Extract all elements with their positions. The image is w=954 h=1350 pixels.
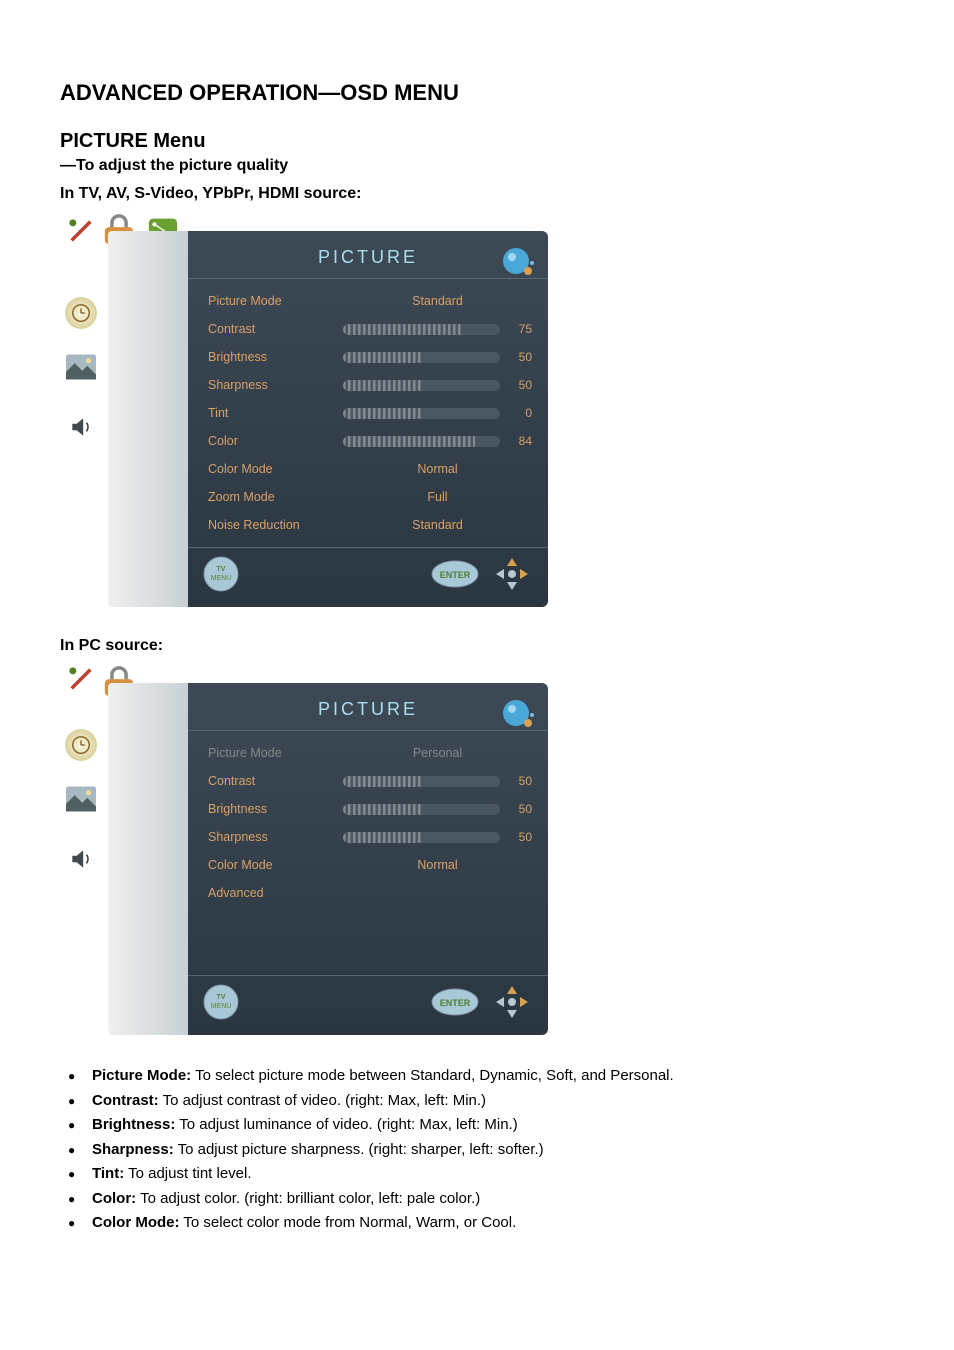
adjust-quality-text: —To adjust the picture quality: [60, 157, 894, 175]
slider-value: 50: [508, 830, 532, 844]
picture-menu-heading: PICTURE Menu: [60, 130, 894, 153]
feature-list: Picture Mode: To select picture mode bet…: [68, 1065, 894, 1235]
slider: [343, 324, 500, 335]
slider: [343, 832, 500, 843]
slider: [343, 352, 500, 363]
menu-value: Normal: [343, 858, 532, 872]
slider-value: 50: [508, 774, 532, 788]
enter-button-icon: ENTER: [430, 559, 480, 594]
menu-label: Zoom Mode: [208, 490, 343, 504]
menu-label: Sharpness: [208, 830, 343, 844]
menu-label: Tint: [208, 406, 343, 420]
bubble-decoration-icon: [498, 695, 536, 733]
svg-text:TV: TV: [217, 566, 226, 573]
slider: [343, 408, 500, 419]
panel-title: PICTURE: [200, 247, 536, 268]
list-item: Tint: To adjust tint level.: [68, 1163, 894, 1186]
enter-button-icon: ENTER: [430, 987, 480, 1022]
menu-label: Color: [208, 434, 343, 448]
svg-text:ENTER: ENTER: [440, 998, 471, 1008]
clock-icon: [65, 297, 97, 329]
list-item: Sharpness: To adjust picture sharpness. …: [68, 1139, 894, 1162]
menu-button-icon: TV MENU: [202, 555, 240, 598]
menu-label: Color Mode: [208, 462, 343, 476]
nav-arrows-icon: [490, 554, 534, 599]
menu-label: Advanced: [208, 886, 343, 900]
menu-value: Standard: [343, 294, 532, 308]
svg-text:MENU: MENU: [211, 1003, 232, 1010]
list-item: Brightness: To adjust luminance of video…: [68, 1114, 894, 1137]
slider: [343, 436, 500, 447]
tools-icon: [65, 215, 97, 247]
nav-arrows-icon: [490, 982, 534, 1027]
list-item: Color Mode: To select color mode from No…: [68, 1212, 894, 1235]
slider: [343, 380, 500, 391]
list-item: Contrast: To adjust contrast of video. (…: [68, 1090, 894, 1113]
menu-items-tv: Picture ModeStandard Contrast75 Brightne…: [188, 287, 548, 543]
slider-value: 50: [508, 378, 532, 392]
svg-text:ENTER: ENTER: [440, 570, 471, 580]
menu-label: Brightness: [208, 350, 343, 364]
list-item: Color: To adjust color. (right: brillian…: [68, 1188, 894, 1211]
bubble-decoration-icon: [498, 243, 536, 281]
menu-items-pc: Picture ModePersonal Contrast 50 Brightne…: [188, 739, 548, 911]
svg-text:TV: TV: [217, 994, 226, 1001]
menu-label: Brightness: [208, 802, 343, 816]
slider-value: 84: [508, 434, 532, 448]
main-heading: ADVANCED OPERATION—OSD MENU: [60, 80, 894, 106]
speaker-icon: [65, 411, 97, 443]
menu-label: Picture Mode: [208, 294, 343, 308]
tv-source-text: In TV, AV, S-Video, YPbPr, HDMI source:: [60, 185, 894, 203]
slider-value: 50: [508, 350, 532, 364]
picture-tab-icon: [65, 351, 97, 383]
tools-icon: [65, 663, 97, 695]
slider-value: 0: [508, 406, 532, 420]
menu-label: Contrast: [208, 774, 343, 788]
slider-value: 50: [508, 802, 532, 816]
menu-label: Color Mode: [208, 858, 343, 872]
menu-label: Picture Mode: [208, 746, 343, 760]
slider-value: 75: [508, 322, 532, 336]
menu-label: Noise Reduction: [208, 518, 343, 532]
slider: [343, 776, 500, 787]
menu-label: Contrast: [208, 322, 343, 336]
osd-menu-pc: PICTURE Picture ModePersonal Contrast 50 …: [60, 665, 894, 1035]
menu-label: Sharpness: [208, 378, 343, 392]
list-item: Picture Mode: To select picture mode bet…: [68, 1065, 894, 1088]
speaker-icon: [65, 843, 97, 875]
menu-value: Personal: [343, 746, 532, 760]
menu-button-icon: TV MENU: [202, 983, 240, 1026]
picture-tab-icon: [65, 783, 97, 815]
panel-title: PICTURE: [200, 699, 536, 720]
menu-value: Normal: [343, 462, 532, 476]
svg-text:MENU: MENU: [211, 575, 232, 582]
menu-value: Standard: [343, 518, 532, 532]
slider: [343, 804, 500, 815]
menu-value: Full: [343, 490, 532, 504]
osd-menu-tv: PICTURE Picture ModeStandard Contrast75 …: [60, 213, 894, 607]
pc-source-text: In PC source:: [60, 637, 894, 655]
clock-icon: [65, 729, 97, 761]
